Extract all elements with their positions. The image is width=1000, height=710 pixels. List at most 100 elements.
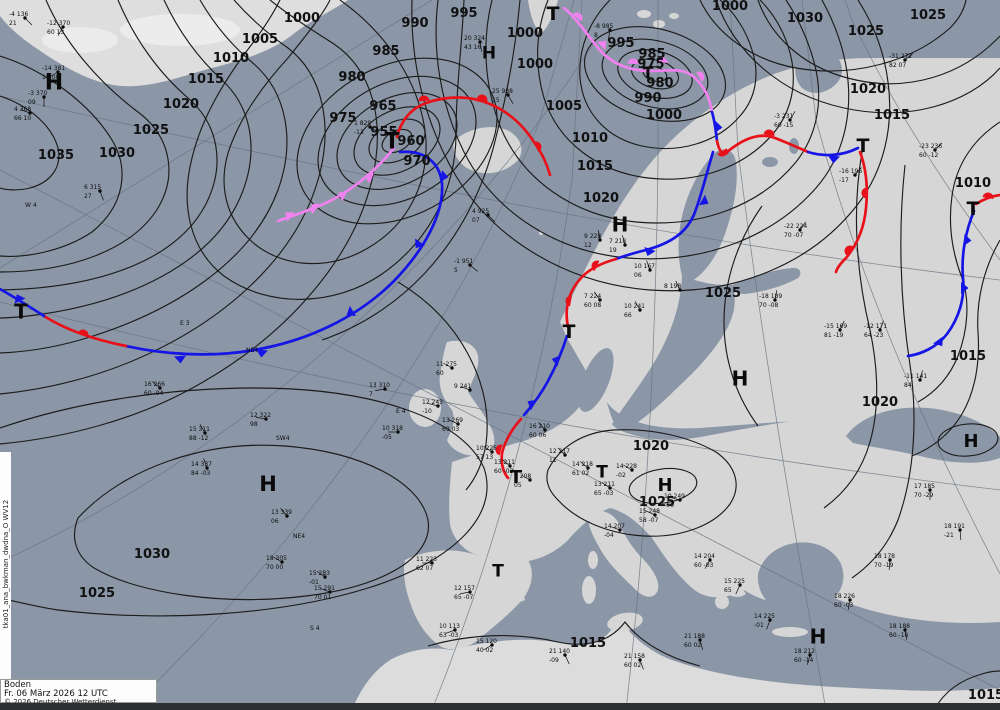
svg-text:43 16: 43 16 xyxy=(464,44,481,51)
aegean-sea xyxy=(757,542,844,613)
front-symbol-triangle xyxy=(699,194,709,206)
svg-text:18 226: 18 226 xyxy=(834,593,855,600)
front-symbol-semicircle xyxy=(310,203,319,214)
front-symbol-triangle xyxy=(963,234,972,246)
station-plot: 7 218 19 xyxy=(609,235,627,254)
front-symbol-triangle xyxy=(256,349,268,358)
black-sea xyxy=(846,407,1000,463)
svg-text:7 218: 7 218 xyxy=(609,238,626,245)
low-pressure-center: T xyxy=(563,321,576,343)
svg-text:-16 196: -16 196 xyxy=(839,168,862,175)
svg-text:25 988: 25 988 xyxy=(492,88,513,95)
svg-text:65 -03: 65 -03 xyxy=(594,490,614,497)
svg-text:14 337: 14 337 xyxy=(191,461,212,468)
svg-text:15 225: 15 225 xyxy=(724,578,745,585)
svg-text:-3 370: -3 370 xyxy=(28,90,48,97)
svg-text:15 291: 15 291 xyxy=(314,585,335,592)
front-symbol-triangle xyxy=(828,155,840,164)
front-symbol-triangle xyxy=(285,212,295,222)
svg-text:14 218: 14 218 xyxy=(572,461,593,468)
svg-text:-06: -06 xyxy=(664,502,674,509)
station-plot: W 4 xyxy=(25,202,37,209)
isobar-value-label: 1005 xyxy=(546,99,582,114)
low-pressure-center: T xyxy=(510,467,523,488)
station-plot: 14 218 61 02 xyxy=(572,461,593,477)
svg-text:21 158: 21 158 xyxy=(624,653,645,660)
front-symbol-triangle xyxy=(527,399,537,411)
svg-text:12 243: 12 243 xyxy=(422,399,443,406)
svg-text:12 157: 12 157 xyxy=(454,585,475,592)
isobar-value-label: 1000 xyxy=(507,26,543,41)
station-plot: 7 224 60 08 xyxy=(584,291,602,309)
svg-text:18 178: 18 178 xyxy=(874,553,895,560)
station-plot: 14 228 -02 xyxy=(616,463,637,479)
station-plot: 11 223 62 07 xyxy=(416,556,437,572)
station-plot: 18 178 70 -19 xyxy=(874,553,895,570)
front-symbol-triangle xyxy=(346,305,357,317)
svg-text:13 211: 13 211 xyxy=(594,481,615,488)
station-plot: 21 140 -09 xyxy=(549,648,570,665)
station-plot: 9 208 05 xyxy=(514,473,532,489)
station-plot: 14 225 -01 xyxy=(754,613,775,630)
svg-text:10 225: 10 225 xyxy=(476,445,497,452)
svg-text:12 322: 12 322 xyxy=(250,412,271,419)
station-plot: 12 217 11 xyxy=(549,447,570,464)
station-plot: 8 198 xyxy=(664,280,682,292)
svg-text:65: 65 xyxy=(724,587,732,594)
front-symbol-semicircle xyxy=(495,444,503,456)
svg-text:16 210: 16 210 xyxy=(529,423,550,430)
high-pressure-center: H xyxy=(45,70,63,95)
svg-text:NE4: NE4 xyxy=(293,533,305,540)
svg-text:-1 951: -1 951 xyxy=(454,258,474,265)
svg-text:70 00: 70 00 xyxy=(266,564,283,571)
svg-text:E 3: E 3 xyxy=(180,320,190,327)
station-plot: 4 368 66 10 xyxy=(14,106,32,122)
svg-text:70 01: 70 01 xyxy=(314,594,331,601)
svg-text:60 -14: 60 -14 xyxy=(794,657,814,664)
svg-text:-10: -10 xyxy=(422,408,432,415)
svg-text:06: 06 xyxy=(634,272,642,279)
svg-text:-3 231: -3 231 xyxy=(774,113,794,120)
svg-text:60 13: 60 13 xyxy=(47,29,64,36)
front-symbol-triangle xyxy=(961,282,969,294)
occluded-front-north xyxy=(562,6,714,114)
station-plot: -11 141 84 xyxy=(904,370,927,389)
copyright-label: © 2026 Deutscher Wetterdienst xyxy=(4,697,117,706)
front-symbol-semicircle xyxy=(591,260,600,271)
svg-text:W 4: W 4 xyxy=(25,202,37,209)
continental-europe xyxy=(449,388,1000,623)
svg-text:SW4: SW4 xyxy=(276,435,290,442)
station-plot: 14 207 -04 xyxy=(604,523,625,539)
isobar-value-label: 985 xyxy=(372,44,399,59)
isobar-value-label: 1030 xyxy=(787,11,823,26)
svg-text:-02: -02 xyxy=(616,472,626,479)
bottom-bar xyxy=(0,703,1000,710)
station-plot: -22 224 70 -07 xyxy=(784,221,807,239)
warm-segment-west xyxy=(42,314,128,348)
station-plot: 10 241 66 xyxy=(624,301,645,319)
station-plot: 18 226 60 -03 xyxy=(834,593,855,610)
svg-text:60 -03: 60 -03 xyxy=(494,468,514,475)
station-plot: 13 339 06 xyxy=(271,508,292,525)
svg-text:58 -07: 58 -07 xyxy=(639,517,659,524)
gulf-of-finland xyxy=(732,267,801,294)
svg-text:9 208: 9 208 xyxy=(514,473,531,480)
front-symbol-semicircle xyxy=(77,329,89,337)
svg-text:15 248: 15 248 xyxy=(639,508,660,515)
front-symbol-semicircle xyxy=(763,129,775,136)
cold-front-east xyxy=(906,209,976,358)
station-plot: 9 241 xyxy=(454,383,472,392)
station-plot: 10 225 57 13 xyxy=(476,445,497,461)
station-plot: 15 248 58 -07 xyxy=(639,508,660,524)
station-plot: SW4 xyxy=(276,435,290,442)
front-symbol-triangle xyxy=(933,336,943,347)
front-symbol-triangle xyxy=(714,121,723,133)
svg-text:63 -03: 63 -03 xyxy=(439,632,459,639)
isobar-value-label: 995 xyxy=(607,36,634,51)
station-plot: 1 829 -13 xyxy=(354,120,379,136)
svg-text:15 311: 15 311 xyxy=(189,426,210,433)
svg-text:7: 7 xyxy=(369,391,373,398)
isobar-value-label: 1000 xyxy=(517,57,553,72)
front-symbol-triangle xyxy=(439,170,449,182)
